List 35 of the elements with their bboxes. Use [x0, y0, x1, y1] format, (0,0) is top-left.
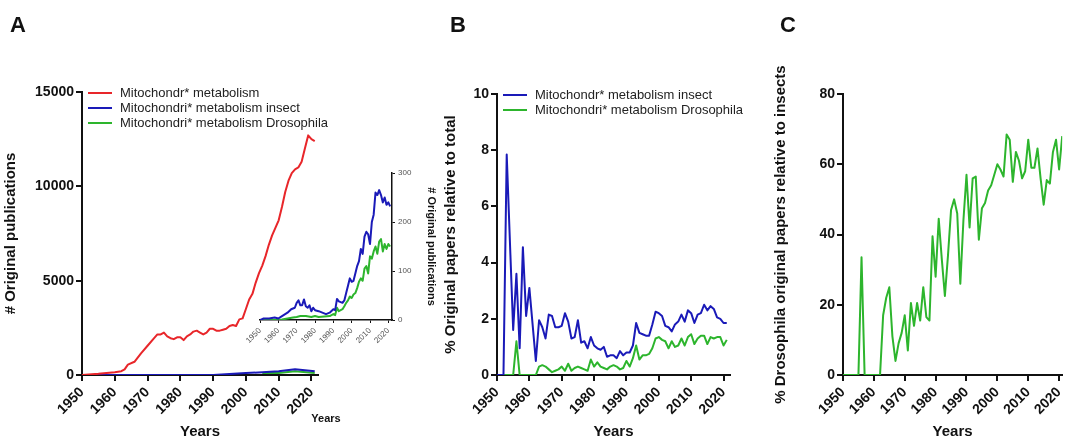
y-axis-title: % Original papers relative to total: [441, 115, 459, 354]
chart-title: A: [10, 12, 26, 38]
x-axis-title: Years: [932, 422, 973, 440]
y-axis-title: # Original publications: [426, 187, 439, 306]
y-tick-label: 10: [473, 84, 490, 101]
x-axis-title: Years: [311, 412, 341, 425]
legend-label: Mitochondr* metabolism: [120, 84, 260, 100]
y-axis-title: # Original publications: [1, 152, 19, 315]
legend-label: Mitochondri* metabolism Drosophila: [120, 114, 329, 130]
x-axis-title: Years: [593, 422, 634, 440]
y-tick-label: 20: [819, 295, 836, 312]
y-tick-label: 0: [398, 315, 403, 325]
y-tick-label: 4: [481, 253, 490, 270]
y-tick-label: 0: [827, 365, 836, 382]
y-tick-label: 8: [481, 141, 490, 158]
chart-title: B: [450, 12, 466, 38]
chart-title: C: [780, 12, 796, 38]
y-tick-label: 5000: [42, 271, 75, 288]
legend-label: Mitochondri* metabolism insect: [120, 99, 301, 115]
y-tick-label: 6: [481, 197, 490, 214]
y-tick-label: 0: [481, 365, 490, 382]
x-axis-title: Years: [179, 422, 221, 440]
y-tick-label: 15000: [35, 82, 75, 99]
y-axis-title: % Drosophila original papers relative to insects: [771, 65, 789, 404]
y-tick-label: 40: [819, 225, 836, 242]
y-tick-label: 80: [819, 84, 836, 101]
y-tick-label: 300: [398, 168, 412, 178]
legend-label: Mitochondr* metabolism insect: [535, 86, 713, 102]
y-tick-label: 0: [66, 365, 75, 382]
y-tick-label: 2: [481, 309, 490, 326]
y-tick-label: 200: [398, 217, 412, 227]
legend-label: Mitochondri* metabolism Drosophila: [535, 101, 744, 117]
y-tick-label: 100: [398, 266, 412, 276]
y-tick-label: 10000: [35, 177, 75, 194]
y-tick-label: 60: [819, 155, 836, 172]
